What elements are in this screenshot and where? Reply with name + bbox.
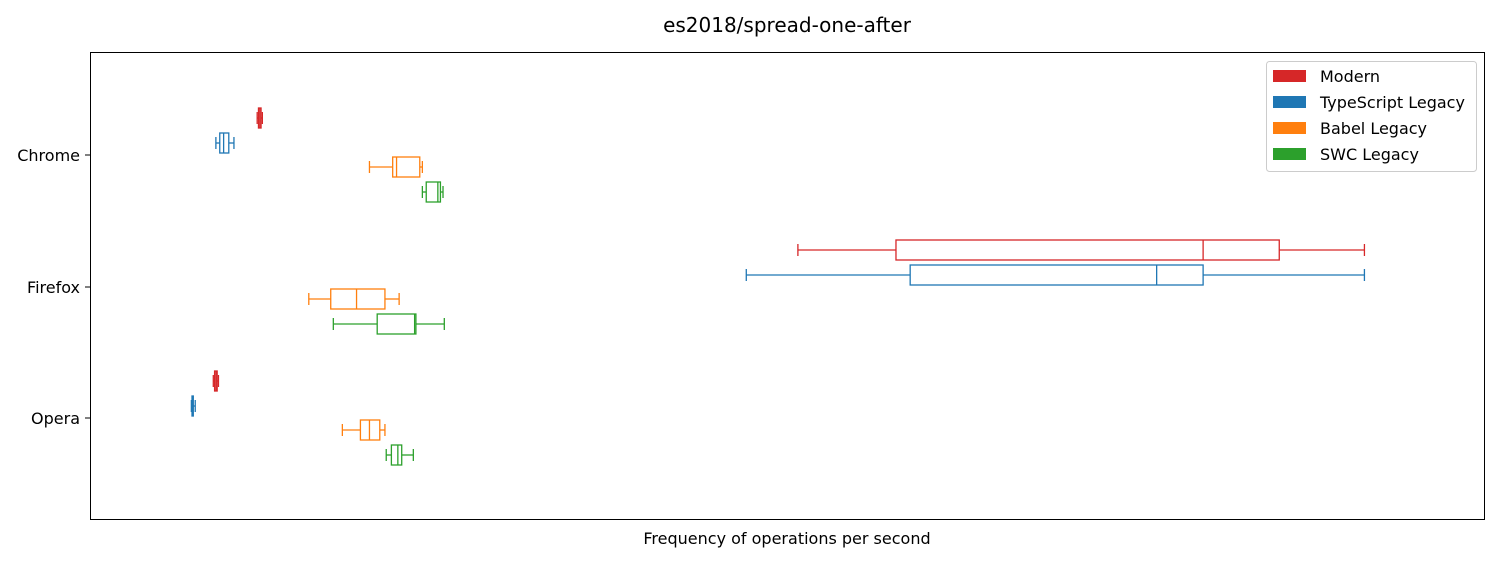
legend-swatch xyxy=(1273,122,1306,134)
legend-label: SWC Legacy xyxy=(1320,145,1419,164)
box-babel-legacy-chrome xyxy=(368,156,424,178)
box-swc-legacy-chrome xyxy=(421,181,444,203)
box-iqr xyxy=(330,288,386,310)
box-modern-opera xyxy=(212,370,220,392)
box-swc-legacy-opera xyxy=(385,444,414,466)
box-typescript-legacy-chrome xyxy=(215,132,235,154)
legend-label: Modern xyxy=(1320,67,1380,86)
box-group xyxy=(190,107,1366,466)
y-axis: Chrome Firefox Opera xyxy=(17,146,90,428)
y-tick-label: Chrome xyxy=(17,146,80,165)
y-tick-label: Firefox xyxy=(27,278,80,297)
y-tick-label: Opera xyxy=(31,409,80,428)
plot-area xyxy=(90,52,1485,520)
box-modern-chrome xyxy=(256,107,263,129)
box-iqr xyxy=(390,444,403,466)
box-iqr xyxy=(909,264,1204,286)
box-iqr xyxy=(376,313,417,335)
box-babel-legacy-firefox xyxy=(308,288,400,310)
legend-swatch xyxy=(1273,70,1306,82)
legend-frame xyxy=(1266,61,1477,172)
box-iqr xyxy=(425,181,442,203)
box-typescript-legacy-opera xyxy=(190,395,196,417)
chart-title: es2018/spread-one-after xyxy=(663,13,912,37)
box-iqr xyxy=(392,156,421,178)
box-swc-legacy-firefox xyxy=(332,313,445,335)
legend-swatch xyxy=(1273,96,1306,108)
x-axis-label: Frequency of operations per second xyxy=(643,529,930,548)
box-iqr xyxy=(895,239,1280,261)
legend: Modern TypeScript Legacy Babel Legacy SWC L… xyxy=(1266,61,1477,172)
legend-swatch xyxy=(1273,148,1306,160)
legend-label: TypeScript Legacy xyxy=(1319,93,1465,112)
box-modern-firefox xyxy=(797,239,1366,261)
box-typescript-legacy-firefox xyxy=(745,264,1366,286)
box-babel-legacy-opera xyxy=(341,419,386,441)
legend-label: Babel Legacy xyxy=(1320,119,1427,138)
